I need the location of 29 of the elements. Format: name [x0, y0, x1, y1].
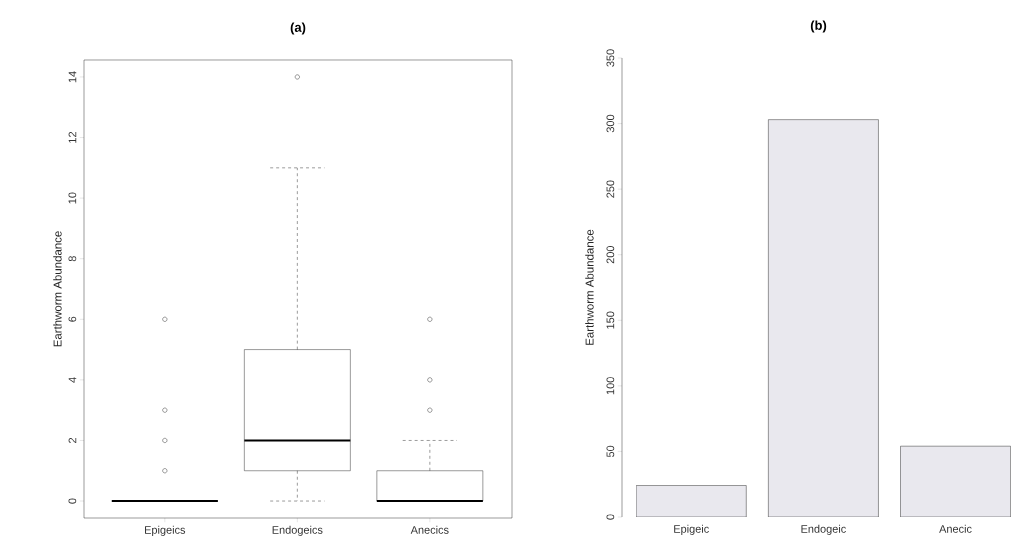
- y-tick-label: 0: [68, 498, 77, 504]
- y-tick-label: 50: [606, 445, 615, 458]
- bar: [636, 485, 747, 517]
- y-tick-label: 300: [606, 114, 615, 133]
- y-tick-label: 4: [68, 377, 77, 383]
- y-tick-label: 12: [68, 131, 77, 143]
- y-tick-label: 150: [606, 311, 615, 329]
- y-axis-title: Earthworm Abundance: [585, 229, 594, 345]
- y-tick-label: 0: [606, 514, 615, 520]
- bar: [900, 445, 1011, 517]
- chart-title: (b): [810, 20, 827, 33]
- x-tick-label: Endogeics: [272, 525, 323, 536]
- y-tick-label: 10: [68, 192, 77, 204]
- y-axis-title: Earthworm Abundance: [53, 231, 62, 347]
- y-tick-label: 200: [606, 246, 615, 264]
- x-tick-label: Anecics: [410, 525, 449, 534]
- chart-title: (a): [290, 22, 306, 35]
- y-tick-label: 100: [606, 377, 615, 395]
- y-tick-label: 14: [68, 71, 77, 83]
- bar: [768, 119, 879, 517]
- y-tick-label: 250: [606, 180, 615, 198]
- x-tick-label: Endogeic: [801, 524, 846, 535]
- y-tick-label: 350: [606, 49, 615, 67]
- y-tick-label: 6: [68, 316, 77, 322]
- x-tick-label: Epigeics: [145, 525, 186, 536]
- y-tick-label: 2: [68, 437, 77, 443]
- y-tick-label: 8: [68, 256, 77, 262]
- x-tick-label: Epigeic: [674, 524, 709, 535]
- x-tick-label: Anecic: [939, 524, 972, 533]
